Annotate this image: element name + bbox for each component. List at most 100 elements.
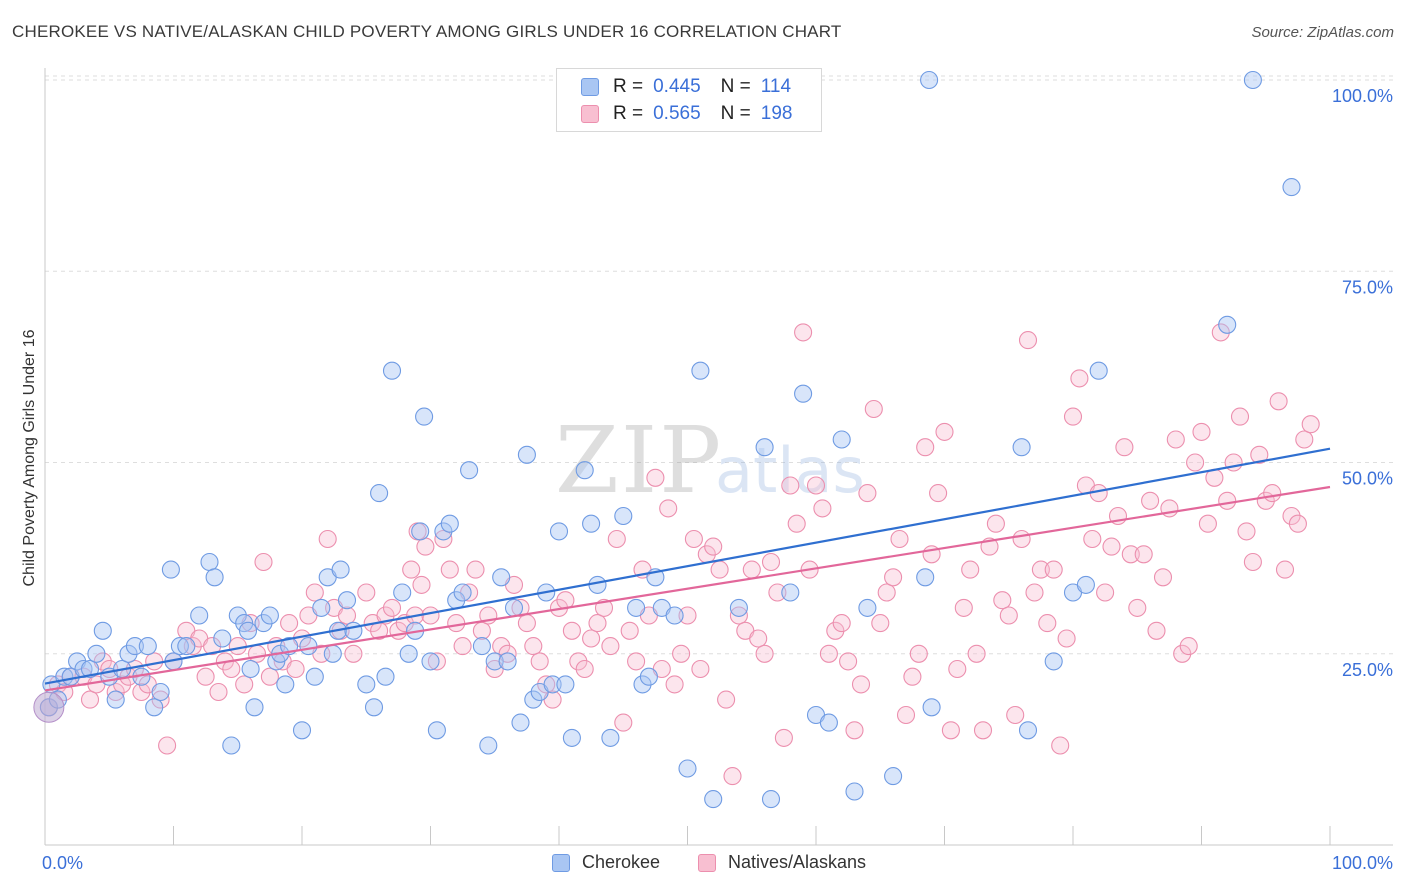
natives-point: [562, 621, 581, 640]
cherokee-point: [601, 728, 620, 747]
natives-point: [845, 721, 864, 740]
cherokee-point: [575, 461, 594, 480]
cherokee-point: [241, 659, 260, 679]
natives-point: [511, 598, 530, 617]
cherokee-point: [222, 736, 241, 755]
natives-point: [196, 667, 215, 686]
cherokee-point: [1218, 315, 1237, 334]
x-tick-label: 100.0%: [1332, 853, 1393, 873]
cherokee-point: [305, 667, 324, 686]
natives-point: [421, 606, 440, 625]
cherokee-point: [245, 698, 264, 717]
cherokee-point: [588, 575, 607, 594]
natives-point: [357, 583, 376, 602]
natives-point: [851, 675, 871, 694]
natives-point: [158, 736, 177, 755]
cherokee-point: [1243, 70, 1262, 90]
natives-point: [993, 591, 1012, 610]
natives-point: [1263, 484, 1282, 503]
cherokee-point: [492, 568, 511, 587]
natives-point: [1275, 560, 1295, 579]
natives-point: [729, 606, 748, 625]
natives-point: [935, 422, 954, 441]
legend-n-label: N =: [720, 76, 751, 97]
natives-point: [575, 659, 594, 679]
natives-point: [627, 652, 646, 671]
cherokee-point: [399, 644, 418, 663]
natives-point: [774, 728, 793, 747]
cherokee-point: [549, 522, 569, 541]
natives-point: [614, 713, 633, 732]
cherokee-point: [177, 637, 196, 656]
natives-point: [1134, 545, 1153, 564]
legend-r-value: 0.565: [653, 103, 701, 124]
cherokee-point: [511, 713, 530, 732]
chart-title: CHEROKEE VS NATIVE/ALASKAN CHILD POVERTY…: [12, 22, 842, 41]
cherokee-point: [200, 552, 219, 572]
cherokee-point: [415, 407, 434, 426]
natives-point: [1031, 560, 1050, 579]
natives-point: [941, 721, 960, 740]
natives-point: [1102, 537, 1121, 556]
natives-point: [260, 667, 279, 686]
natives-point: [672, 644, 691, 663]
natives-point: [382, 598, 402, 617]
natives-point: [466, 560, 485, 579]
natives-point: [1218, 491, 1237, 510]
cherokee-point: [627, 598, 646, 617]
natives-point: [999, 606, 1018, 625]
natives-point: [280, 614, 299, 633]
natives-point: [1063, 407, 1083, 426]
natives-point: [742, 560, 761, 579]
natives-point: [646, 468, 665, 487]
cherokee-point: [472, 637, 491, 656]
natives-point: [1025, 583, 1044, 602]
cherokee-point: [665, 606, 684, 625]
natives-point: [412, 575, 431, 594]
natives-point: [961, 560, 980, 579]
bottom-legend-swatch-natives: [698, 853, 716, 872]
cherokee-point: [1012, 438, 1031, 457]
natives-point: [1230, 407, 1250, 426]
natives-point: [858, 484, 877, 503]
y-tick-label: 25.0%: [1342, 660, 1393, 680]
cherokee-point: [916, 568, 935, 587]
watermark-atlas: atlas: [715, 434, 865, 507]
natives-point: [1012, 529, 1031, 549]
cherokee-point: [312, 598, 331, 617]
natives-point: [691, 659, 710, 679]
natives-point: [839, 652, 858, 671]
natives-point: [967, 644, 986, 663]
legend-n-value: 114: [760, 76, 792, 97]
natives-point: [884, 568, 903, 587]
natives-point: [749, 629, 768, 648]
cherokee-point: [440, 514, 459, 533]
natives-point: [1250, 445, 1269, 464]
natives-point: [453, 637, 472, 656]
natives-point: [402, 560, 421, 579]
cherokee-point: [781, 583, 800, 602]
legend-row-natives: R = 0.565 N = 198: [581, 102, 792, 126]
natives-point: [1038, 614, 1057, 633]
chart-source: Source: ZipAtlas.com: [1251, 24, 1394, 41]
cherokee-point: [87, 644, 106, 663]
natives-point: [896, 705, 916, 725]
cherokee-point: [794, 384, 813, 403]
cherokee-point: [920, 70, 939, 90]
cherokee-point: [161, 560, 180, 579]
cherokee-point: [498, 652, 517, 671]
natives-point: [1128, 598, 1147, 617]
y-tick-label: 75.0%: [1342, 277, 1393, 297]
legend-r-label: R =: [613, 103, 644, 124]
cherokee-point: [323, 644, 342, 663]
legend-n-label: N =: [720, 103, 751, 124]
tick-labels: 25.0% 50.0% 75.0% 100.0% 0.0% 100.0%: [42, 86, 1393, 873]
natives-point: [318, 529, 337, 549]
natives-point: [986, 514, 1005, 533]
natives-point: [877, 583, 896, 602]
cherokee-point: [376, 667, 395, 686]
cherokee-point: [517, 445, 536, 464]
bottom-legend-label-cherokee: Cherokee: [582, 852, 661, 872]
natives-point: [871, 614, 890, 633]
